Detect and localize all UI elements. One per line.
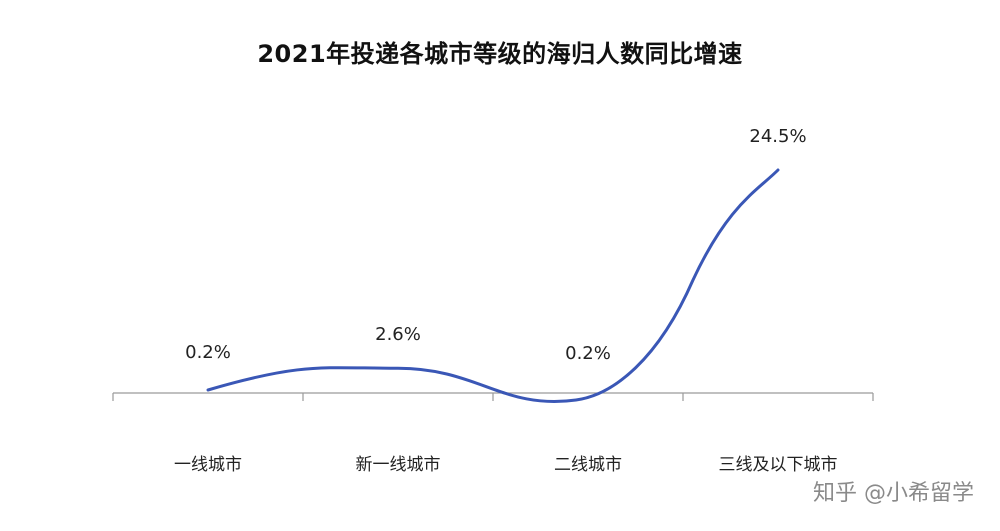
- x-tick-label: 一线城市: [174, 455, 242, 475]
- x-tick-label: 二线城市: [554, 455, 622, 475]
- chart-title: 2021年投递各城市等级的海归人数同比增速: [257, 40, 743, 68]
- data-label: 0.2%: [185, 342, 231, 363]
- x-tick-label: 新一线城市: [356, 455, 441, 475]
- x-tick-label: 三线及以下城市: [719, 455, 838, 475]
- watermark-text: 知乎 @小希留学: [813, 481, 974, 506]
- data-label: 2.6%: [375, 324, 421, 345]
- data-label: 24.5%: [749, 126, 806, 147]
- data-label: 0.2%: [565, 343, 611, 364]
- series-line: [206, 168, 780, 403]
